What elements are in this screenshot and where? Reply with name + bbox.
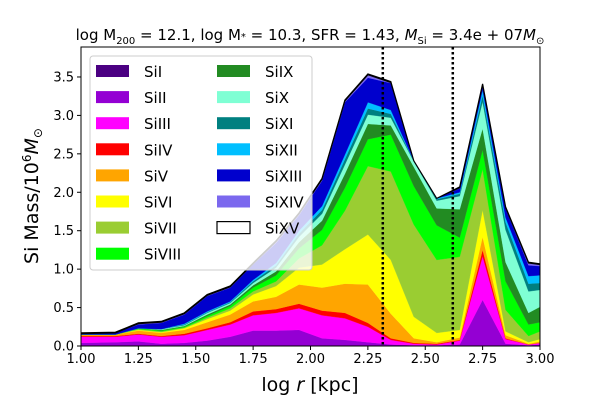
legend-label: SiXI — [265, 115, 293, 133]
y-tick-label: 0.5 — [53, 301, 74, 316]
legend-swatch — [217, 169, 250, 182]
y-tick-label: 0.0 — [53, 340, 74, 355]
legend-label: SiXIV — [265, 194, 304, 212]
x-tick-label: 2.75 — [468, 352, 497, 367]
x-tick-label: 2.00 — [296, 352, 325, 367]
legend-swatch — [96, 143, 129, 156]
x-tick-label: 1.00 — [67, 352, 96, 367]
legend-swatch — [96, 169, 129, 182]
y-tick-label: 1.5 — [53, 224, 74, 239]
legend-swatch — [217, 143, 250, 156]
legend-swatch — [217, 195, 250, 208]
legend-label: SiX — [265, 89, 289, 107]
legend-label: SiII — [144, 89, 167, 107]
legend-swatch — [217, 91, 250, 104]
legend-item-sivi: SiVI — [96, 194, 172, 212]
legend-item-sii: SiI — [96, 63, 162, 81]
legend-swatch — [216, 221, 251, 235]
legend-item-siiii: SiIII — [96, 115, 171, 133]
legend-swatch — [96, 247, 129, 260]
legend-item-siiv: SiIV — [96, 141, 173, 159]
legend-label: SiIV — [144, 141, 173, 159]
legend-swatch — [96, 65, 129, 77]
legend-swatch — [96, 221, 129, 234]
y-tick-label: 3.0 — [53, 109, 74, 124]
legend-swatch — [217, 117, 250, 130]
legend-item-siii: SiII — [96, 89, 167, 107]
legend-item-siix: SiIX — [217, 63, 293, 81]
legend-label: SiXIII — [265, 167, 302, 185]
y-tick-label: 2.5 — [53, 147, 74, 162]
legend-label: SiIII — [144, 115, 171, 133]
legend-swatch — [96, 195, 129, 208]
legend: SiI SiII SiIII SiIV SiV SiVI SiVII SiVIII SiIX Si… — [89, 55, 313, 271]
legend-label: SiV — [144, 167, 169, 185]
x-axis-title: log r [kpc] — [261, 374, 358, 396]
x-tick-label: 2.25 — [353, 352, 382, 367]
legend-label: SiXV — [265, 220, 300, 238]
legend-swatch — [217, 65, 250, 77]
y-axis: 0.0 0.5 1.0 1.5 2.0 2.5 3.0 3.5 — [53, 70, 81, 355]
legend-item-siviii: SiVIII — [96, 246, 181, 264]
x-axis: 1.00 1.25 1.50 1.75 2.00 2.25 2.50 2.75 3.00 — [67, 346, 555, 367]
legend-item-sivii: SiVII — [96, 220, 177, 238]
legend-item-sixii: SiXII — [217, 141, 298, 159]
x-tick-label: 1.75 — [239, 352, 268, 367]
x-tick-label: 3.00 — [526, 352, 555, 367]
legend-swatch — [96, 117, 129, 130]
legend-label: SiXII — [265, 141, 298, 159]
legend-item-sixiii: SiXIII — [217, 167, 302, 185]
legend-item-sixi: SiXI — [217, 115, 293, 133]
legend-label: SiVIII — [144, 246, 181, 264]
y-tick-label: 2.0 — [53, 186, 74, 201]
x-tick-label: 2.50 — [411, 352, 440, 367]
legend-item-siv: SiV — [96, 167, 169, 185]
legend-label: SiI — [144, 63, 162, 81]
legend-item-sixv: SiXV — [216, 220, 300, 238]
legend-item-six: SiX — [217, 89, 289, 107]
y-tick-label: 1.0 — [53, 263, 74, 278]
x-tick-label: 1.50 — [181, 352, 210, 367]
legend-item-sixiv: SiXIV — [217, 194, 304, 212]
y-axis-title: Si Mass/106M⊙ — [20, 128, 45, 264]
legend-frame — [89, 55, 313, 271]
y-tick-label: 3.5 — [53, 70, 74, 85]
legend-label: SiVII — [144, 220, 177, 238]
x-tick-label: 1.25 — [124, 352, 153, 367]
legend-label: SiIX — [265, 63, 293, 81]
chart-title: log M200 = 12.1, log M* = 10.3, SFR = 1.… — [76, 26, 545, 47]
legend-label: SiVI — [144, 194, 172, 212]
legend-swatch — [96, 91, 129, 104]
